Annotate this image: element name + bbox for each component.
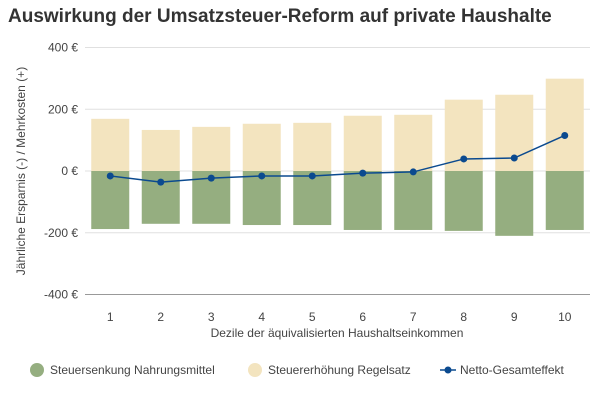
bar xyxy=(545,171,584,230)
bar xyxy=(495,171,534,236)
bar xyxy=(545,78,584,171)
net-point xyxy=(106,172,114,180)
y-tick-label: 0 € xyxy=(61,164,78,178)
y-tick-label: 200 € xyxy=(48,102,78,116)
legend-marker xyxy=(444,366,452,374)
x-tick-label: 9 xyxy=(511,310,518,324)
net-point xyxy=(409,168,417,176)
bar xyxy=(192,126,231,171)
x-tick-label: 1 xyxy=(107,310,114,324)
bar xyxy=(91,118,130,171)
bar xyxy=(242,123,281,171)
legend-label: Steuererhöhung Regelsatz xyxy=(268,363,411,377)
net-point xyxy=(308,172,316,180)
net-line xyxy=(110,134,566,183)
y-tick-label: -200 € xyxy=(44,226,78,240)
net-point xyxy=(207,174,215,182)
legend-label: Netto-Gesamteffekt xyxy=(460,363,564,377)
bar xyxy=(343,115,382,171)
net-point xyxy=(157,178,165,186)
bar xyxy=(242,171,281,226)
net-point xyxy=(460,155,468,163)
x-tick-label: 5 xyxy=(309,310,316,324)
bar xyxy=(444,171,483,231)
net-point xyxy=(258,172,266,180)
x-tick-label: 8 xyxy=(460,310,467,324)
bar xyxy=(394,171,433,230)
net-point xyxy=(561,131,569,139)
bar xyxy=(394,114,433,171)
bar xyxy=(293,171,332,226)
y-tick-label: 400 € xyxy=(48,41,78,55)
x-tick-label: 2 xyxy=(157,310,164,324)
bar xyxy=(343,171,382,230)
legend-marker xyxy=(30,363,44,377)
x-tick-label: 10 xyxy=(558,310,572,324)
x-tick-label: 6 xyxy=(359,310,366,324)
y-tick-label: -400 € xyxy=(44,288,78,302)
x-axis-label: Dezile der äquivalisierten Haushaltseink… xyxy=(211,326,464,340)
net-point xyxy=(510,154,518,162)
bar xyxy=(293,122,332,171)
x-tick-label: 3 xyxy=(208,310,215,324)
bar xyxy=(91,171,130,230)
legend-label: Steuersenkung Nahrungsmittel xyxy=(50,363,215,377)
y-axis-label: Jährliche Ersparnis (-) / Mehrkosten (+) xyxy=(14,67,28,275)
bar xyxy=(141,129,180,171)
x-tick-label: 4 xyxy=(258,310,265,324)
x-tick-label: 7 xyxy=(410,310,417,324)
net-point xyxy=(359,169,367,177)
chart-title: Auswirkung der Umsatzsteuer-Reform auf p… xyxy=(8,6,552,27)
legend-marker xyxy=(248,363,262,377)
